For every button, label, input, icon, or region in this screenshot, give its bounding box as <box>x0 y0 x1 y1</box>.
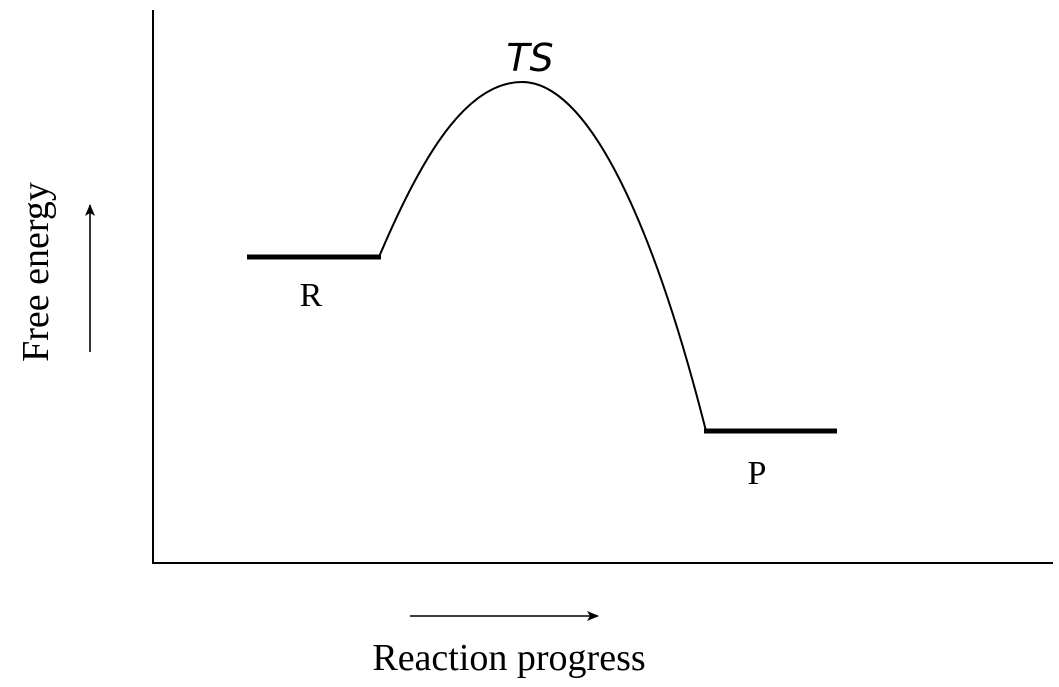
x-axis-label: Reaction progress <box>372 637 645 679</box>
reaction-curve <box>378 80 707 432</box>
transition-state-label: TS <box>506 36 553 80</box>
reactant-label: R <box>300 277 323 314</box>
y-axis-label: Free energy <box>15 182 57 362</box>
product-label: P <box>748 455 767 492</box>
